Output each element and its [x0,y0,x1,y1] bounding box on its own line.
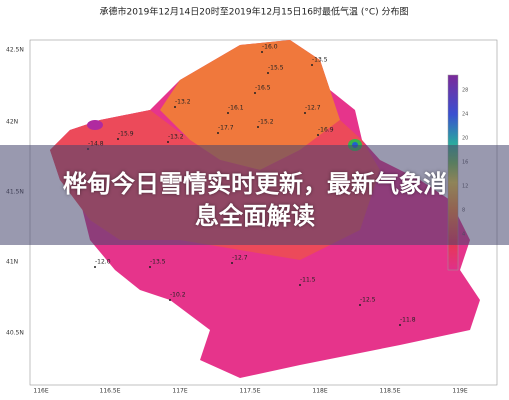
banner [0,145,509,245]
lat-label: 41N [6,259,18,266]
station-label: -13.2 [168,134,184,141]
map-title: 承德市2019年12月14日20时至2019年12月15日16时最低气温 (°C… [99,6,408,18]
station-label: -13.2 [175,99,191,106]
station-dot [149,266,151,268]
station-dot [299,284,301,286]
station-dot [94,266,96,268]
station-label: -17.7 [218,125,234,132]
lat-label: 42N [6,119,18,126]
station-dot [254,92,256,94]
station-dot [359,304,361,306]
station-label: -13.5 [312,57,328,64]
lat-label: 42.5N [6,47,24,54]
station-label: -15.9 [118,131,134,138]
station-label: -15.2 [258,119,274,126]
station-label: -11.8 [400,317,416,324]
station-label: -16.1 [228,105,244,112]
station-dot [267,72,269,74]
station-label: -15.5 [268,65,284,72]
station-dot [304,112,306,114]
station-dot [117,138,119,140]
colorbar-label: 24 [462,112,468,118]
station-label: -12.7 [305,105,321,112]
lon-label: 117E [172,388,187,395]
station-dot [227,112,229,114]
lat-label: 40.5N [6,330,24,337]
station-label: -10.2 [170,292,186,299]
cold-spot [87,120,103,130]
station-dot [399,324,401,326]
warm-zone [160,40,340,170]
banner-text: 桦甸今日雪情实时更新，最新气象消息全面解读 [63,170,447,230]
station-label: -16.9 [318,127,334,134]
station-label: -13.5 [150,259,166,266]
station-dot [257,126,259,128]
lon-label: 118.5E [380,388,401,395]
station-label: -16.0 [262,44,278,51]
station-dot [317,134,319,136]
station-dot [169,299,171,301]
station-dot [311,64,313,66]
station-label: -12.5 [360,297,376,304]
station-label: -12.7 [232,255,248,262]
station-dot [167,141,169,143]
station-label: -11.5 [300,277,316,284]
lon-label: 117.5E [240,388,261,395]
station-dot [174,106,176,108]
lon-label: 119E [452,388,467,395]
lon-label: 116E [33,388,48,395]
station-dot [231,262,233,264]
station-label: -16.5 [255,85,271,92]
station-dot [261,51,263,53]
colorbar-label: 28 [462,88,468,94]
lon-label: 116.5E [100,388,121,395]
station-label: -12.0 [95,259,111,266]
station-dot [217,132,219,134]
lon-label: 118E [312,388,327,395]
colorbar-label: 20 [462,136,468,142]
station-label: -14.8 [88,141,104,148]
